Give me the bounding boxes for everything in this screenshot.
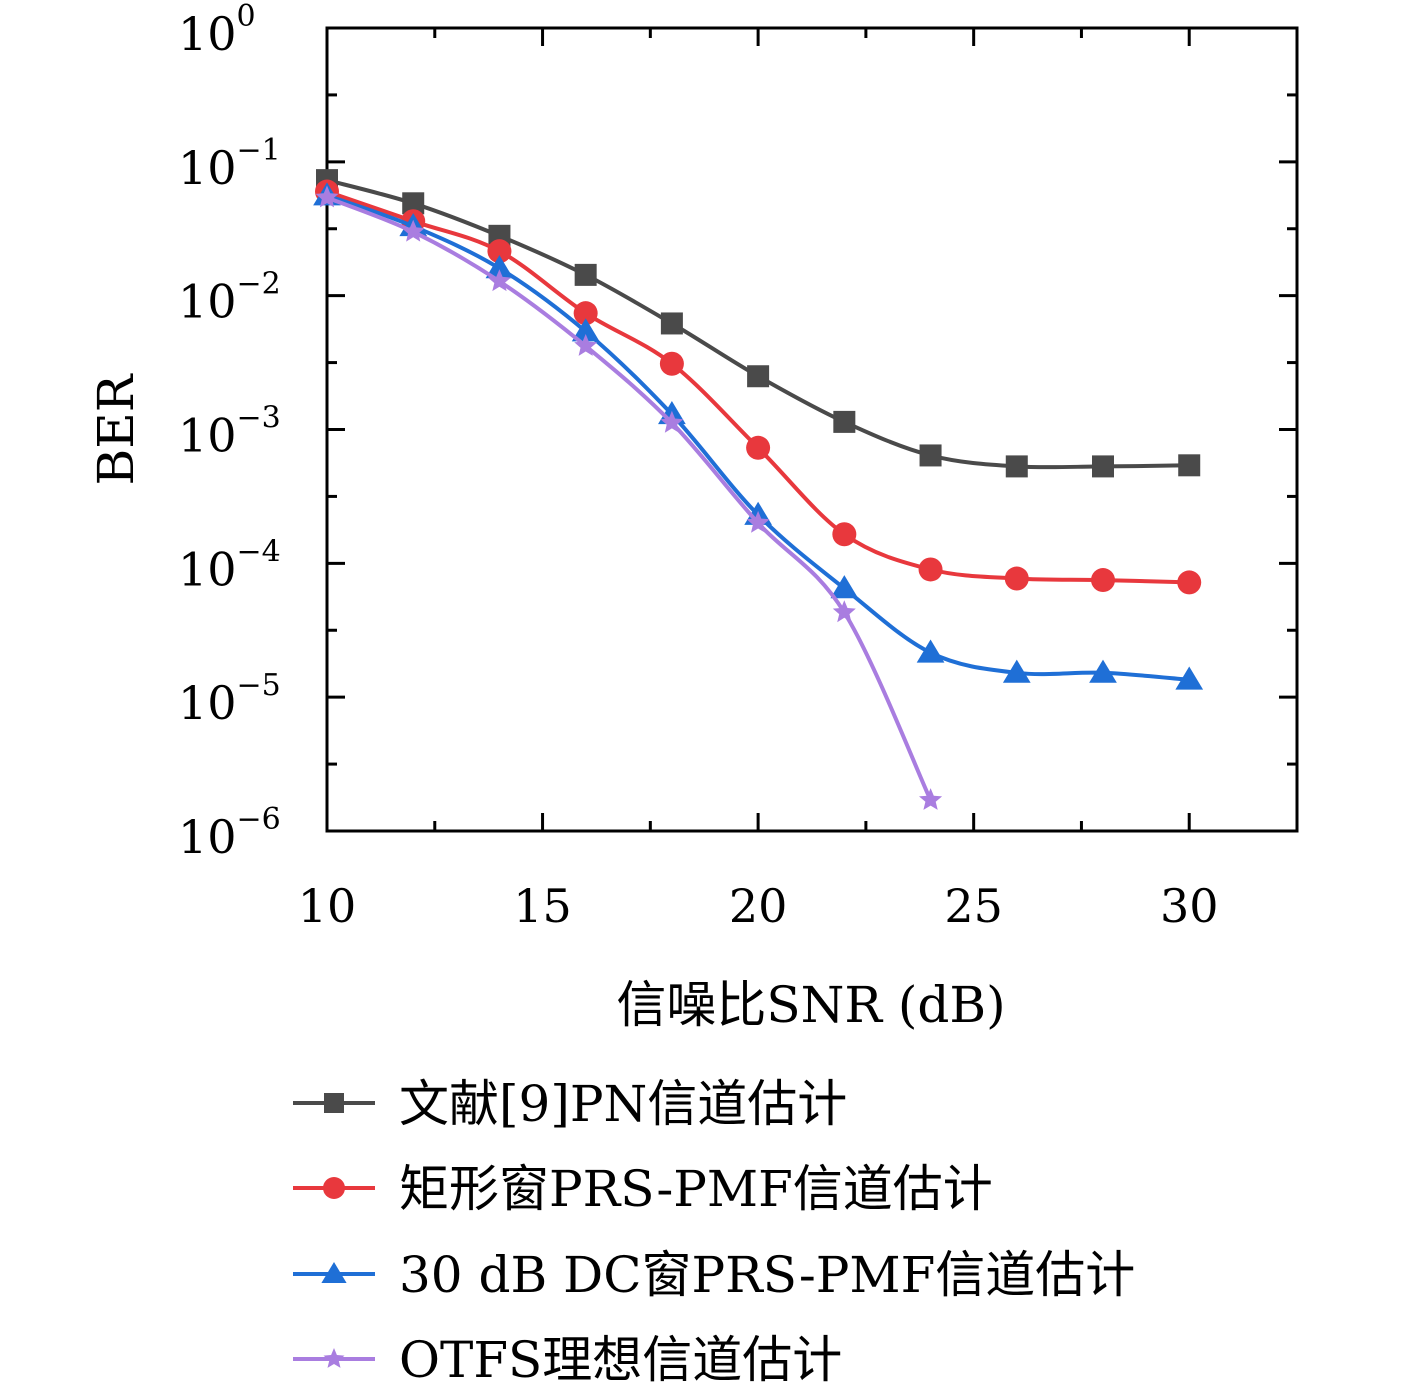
data-point <box>1177 570 1202 595</box>
x-tick-label: 30 <box>1160 879 1219 933</box>
legend-label: 30 dB DC窗PRS-PMF信道估计 <box>399 1246 1135 1304</box>
y-tick-label: 10−6 <box>178 802 281 864</box>
data-point <box>660 410 684 433</box>
data-point <box>919 788 943 810</box>
data-point <box>1089 659 1117 683</box>
data-point <box>830 575 859 599</box>
data-point <box>485 255 514 279</box>
series-4 <box>315 185 943 810</box>
series-line <box>326 178 1190 470</box>
legend-marker <box>323 1177 345 1199</box>
x-tick-label: 10 <box>298 879 357 933</box>
data-point <box>747 365 770 388</box>
series-1 <box>316 169 1201 478</box>
legend-item: 矩形窗PRS-PMF信道估计 <box>293 1160 993 1218</box>
data-point <box>574 334 598 356</box>
y-tick-label: 10−5 <box>178 668 281 730</box>
data-point <box>833 410 856 433</box>
series-layer <box>313 169 1204 810</box>
series-2 <box>315 179 1202 595</box>
x-axis: 10 15 20 25 30 <box>298 28 1219 933</box>
x-tick-label: 25 <box>944 879 1003 933</box>
data-point <box>1092 455 1114 478</box>
data-point <box>571 318 600 342</box>
data-point <box>1005 455 1028 478</box>
legend-item: 30 dB DC窗PRS-PMF信道估计 <box>293 1246 1135 1304</box>
plot-border <box>325 26 1299 833</box>
data-point <box>832 600 856 623</box>
data-point <box>1175 666 1204 690</box>
plot-frame <box>325 26 1299 833</box>
data-point <box>1002 659 1031 683</box>
data-point <box>919 444 942 467</box>
x-axis-title: 信噪比SNR (dB) <box>616 976 1005 1034</box>
data-point <box>487 239 512 264</box>
data-point <box>746 510 770 533</box>
data-point <box>832 522 857 547</box>
data-point <box>660 312 683 335</box>
legend-marker <box>324 1093 344 1113</box>
y-tick-label: 10−1 <box>178 133 281 195</box>
data-point <box>1004 566 1029 591</box>
legend-item: OTFS理想信道估计 <box>293 1331 842 1389</box>
y-axis-title: BER <box>87 373 145 485</box>
data-point <box>573 301 598 326</box>
y-tick-label: 10−4 <box>178 534 281 596</box>
data-point <box>659 351 684 376</box>
legend-item: 文献[9]PN信道估计 <box>293 1075 847 1133</box>
series-line <box>326 195 933 802</box>
data-point <box>918 557 943 582</box>
legend-marker <box>321 1262 347 1283</box>
data-point <box>487 269 511 292</box>
data-point <box>315 185 339 208</box>
y-tick-label: 100 <box>178 0 256 61</box>
data-point <box>1091 568 1115 593</box>
data-point <box>574 263 597 286</box>
data-point <box>916 639 945 663</box>
y-tick-label: 10−2 <box>178 267 281 329</box>
data-point <box>401 219 425 242</box>
y-axis: 100 10−1 10−2 10−3 10−4 10−5 10−6 <box>178 0 1297 864</box>
legend-label: 文献[9]PN信道估计 <box>399 1075 847 1133</box>
legend-label: OTFS理想信道估计 <box>399 1331 842 1389</box>
data-point <box>1178 454 1201 477</box>
x-tick-label: 15 <box>513 879 572 933</box>
data-point <box>402 192 425 215</box>
x-tick-label: 20 <box>729 879 788 933</box>
legend-label: 矩形窗PRS-PMF信道估计 <box>399 1160 993 1218</box>
data-point <box>746 435 771 460</box>
y-tick-label: 10−3 <box>178 401 281 463</box>
legend-marker <box>323 1348 345 1368</box>
